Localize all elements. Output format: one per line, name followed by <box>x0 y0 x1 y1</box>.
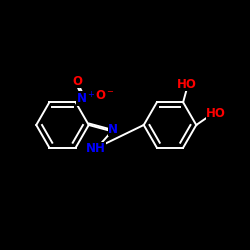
Text: N$^+$: N$^+$ <box>76 91 96 106</box>
Text: HO: HO <box>206 107 226 120</box>
Text: O: O <box>72 74 83 88</box>
Text: NH: NH <box>86 142 106 155</box>
Text: N: N <box>108 123 118 136</box>
Text: HO: HO <box>177 78 197 90</box>
Text: O$^-$: O$^-$ <box>95 88 115 102</box>
